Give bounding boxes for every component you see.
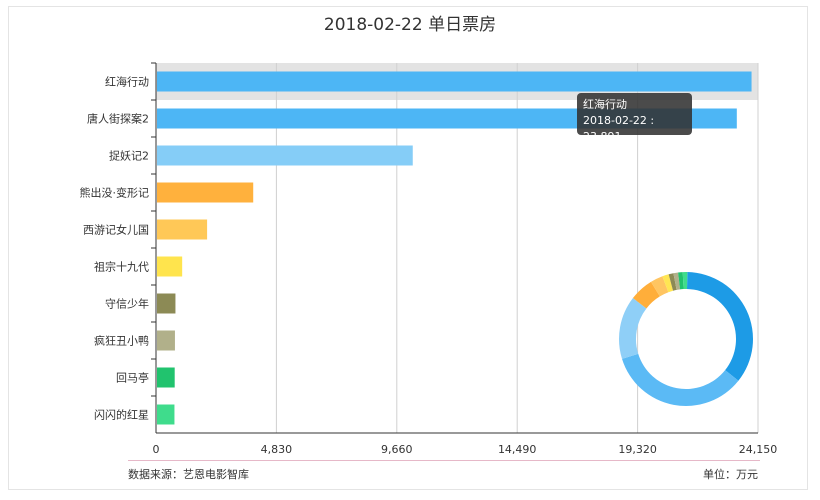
y-tick-label: 捉妖记2: [109, 149, 149, 163]
bar: [157, 145, 413, 166]
donut-slice: [678, 272, 684, 290]
bar: [157, 330, 175, 351]
x-tick-label: 4,830: [261, 443, 293, 456]
y-tick-label: 唐人街探案2: [87, 112, 149, 126]
donut-slice: [662, 274, 674, 293]
x-tick-label: 0: [153, 443, 160, 456]
footer-divider: [128, 460, 760, 461]
y-tick-label: 疯狂丑小鸭: [94, 334, 149, 348]
x-tick-label: 9,660: [381, 443, 413, 456]
y-tick-label: 祖宗十九代: [94, 260, 149, 274]
tooltip-value: 2018-02-22 : 23,891: [583, 114, 655, 143]
x-tick-label: 14,490: [498, 443, 537, 456]
tooltip-name: 红海行动: [583, 98, 627, 111]
donut-slice: [619, 298, 647, 359]
bar: [157, 367, 175, 388]
y-tick-label: 西游记女儿国: [83, 223, 149, 237]
y-tick-label: 红海行动: [105, 75, 149, 89]
data-source-note: 数据来源：艺恩电影智库: [128, 468, 249, 481]
donut-slice: [673, 272, 681, 290]
chart-title: 2018-02-22 单日票房: [323, 15, 497, 35]
donut-slice: [686, 272, 754, 381]
bar: [157, 256, 183, 277]
donut-slice: [650, 276, 669, 297]
bar: [157, 71, 752, 92]
x-tick-label: 24,150: [739, 443, 778, 456]
tooltip: 红海行动 2018-02-22 : 23,891: [577, 93, 692, 143]
y-tick-label: 守信少年: [105, 297, 149, 311]
bar: [157, 404, 175, 425]
y-tick-label: 闪闪的红星: [94, 408, 149, 422]
y-tick-label: 熊出没·变形记: [80, 186, 150, 200]
unit-note: 单位：万元: [703, 468, 758, 481]
y-tick-label: 回马亭: [116, 371, 149, 385]
donut-slice: [622, 353, 739, 406]
bar: [157, 182, 254, 203]
donut-slice: [682, 272, 688, 290]
donut-slice: [632, 281, 660, 309]
bar: [157, 219, 208, 240]
donut-slice: [668, 273, 677, 291]
x-tick-label: 19,320: [618, 443, 657, 456]
bar: [157, 293, 176, 314]
